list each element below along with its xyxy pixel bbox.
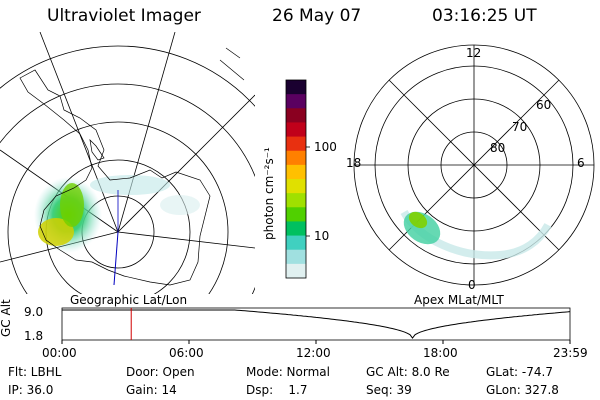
date-label: 26 May 07 <box>272 6 362 26</box>
polar-map <box>353 44 595 286</box>
colorbar-segment <box>286 80 306 95</box>
mlt-12-label: 12 <box>466 46 482 60</box>
colorbar-frame <box>285 79 310 279</box>
alt-ytick-1_8: 1.8 <box>24 329 44 343</box>
colorbar-segment <box>286 179 306 194</box>
colorbar-segment <box>286 193 306 208</box>
colorbar-segment <box>286 108 306 123</box>
colorbar-segment <box>286 150 306 166</box>
colorbar-segment <box>286 249 306 265</box>
mlt-18-label: 18 <box>346 156 362 170</box>
app-title: Ultraviolet Imager <box>47 6 201 26</box>
mlat-60-label: 60 <box>536 98 552 112</box>
footer-glat: GLat: -74.7 <box>486 365 553 379</box>
alt-xtick-1800: 18:00 <box>423 346 458 360</box>
mlt-0-label: 0 <box>468 278 476 292</box>
time-label: 03:16:25 UT <box>432 6 537 26</box>
right-panel-caption: Apex MLat/MLT <box>414 293 504 307</box>
alt-ytick-9: 9.0 <box>24 305 44 319</box>
colorbar-segment <box>286 207 306 222</box>
alt-xtick-0600: 06:00 <box>169 346 204 360</box>
footer-ip: IP: 36.0 <box>8 383 54 397</box>
footer-seq: Seq: 39 <box>366 383 412 397</box>
footer-filter: Flt: LBHL <box>8 365 62 379</box>
colorbar-tick-10: 10 <box>314 229 330 243</box>
footer-mode: Mode: Normal <box>246 365 330 379</box>
mlt-6-label: 6 <box>577 156 585 170</box>
alt-xtick-0000: 00:00 <box>42 346 77 360</box>
footer-glon: GLon: 327.8 <box>486 383 559 397</box>
mlat-70-label: 70 <box>512 120 528 134</box>
alt-plot-ylabel: GC Alt <box>0 299 13 337</box>
colorbar-segment <box>286 164 306 180</box>
footer-gain: Gain: 14 <box>126 383 177 397</box>
colorbar-unit: photon cm⁻²s⁻¹ <box>262 147 276 240</box>
alt-xtick-2359: 23:59 <box>553 346 588 360</box>
colorbar-segment <box>286 221 306 237</box>
colorbar-tick-100: 100 <box>314 140 337 154</box>
left-panel-caption: Geographic Lat/Lon <box>70 293 188 307</box>
colorbar-segment <box>286 235 306 251</box>
geographic-map <box>0 32 255 294</box>
colorbar-segment <box>286 122 306 138</box>
colorbar-segment <box>286 94 306 109</box>
altitude-plot <box>61 307 571 344</box>
colorbar-segment <box>286 136 306 152</box>
colorbar <box>286 80 306 279</box>
alt-xtick-1200: 12:00 <box>296 346 331 360</box>
mlat-80-label: 80 <box>490 141 506 155</box>
footer-gc-alt: GC Alt: 8.0 Re <box>366 365 450 379</box>
colorbar-segment <box>286 263 306 279</box>
footer-dsp: Dsp: 1.7 <box>246 383 308 397</box>
footer-door: Door: Open <box>126 365 195 379</box>
